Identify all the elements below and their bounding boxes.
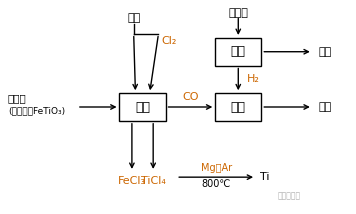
Text: (主要成分FeTiO₃): (主要成分FeTiO₃) (8, 107, 65, 116)
Text: 烧碱: 烧碱 (318, 47, 331, 57)
Text: H₂: H₂ (247, 74, 260, 84)
Text: 钒铁矿: 钒铁矿 (8, 94, 27, 104)
Bar (215, 38, 261, 65)
Text: 800℃: 800℃ (201, 179, 231, 189)
Text: 合成: 合成 (231, 101, 246, 113)
Text: 氯化: 氯化 (135, 101, 150, 113)
Bar (215, 93, 261, 121)
Text: CO: CO (182, 92, 199, 102)
Bar (120, 93, 166, 121)
Text: FeCl₃: FeCl₃ (118, 176, 146, 186)
Text: Cl₂: Cl₂ (161, 36, 177, 46)
Text: Mg，Ar: Mg，Ar (200, 163, 232, 173)
Text: 初中爱学习: 初中爱学习 (277, 192, 300, 201)
Text: 电解: 电解 (231, 45, 246, 58)
Text: Ti: Ti (260, 172, 269, 182)
Text: TiCl₄: TiCl₄ (141, 176, 166, 186)
Text: 焦炭: 焦炭 (127, 13, 140, 23)
Text: 甲醇: 甲醇 (318, 102, 331, 112)
Text: 食盐水: 食盐水 (228, 8, 248, 18)
